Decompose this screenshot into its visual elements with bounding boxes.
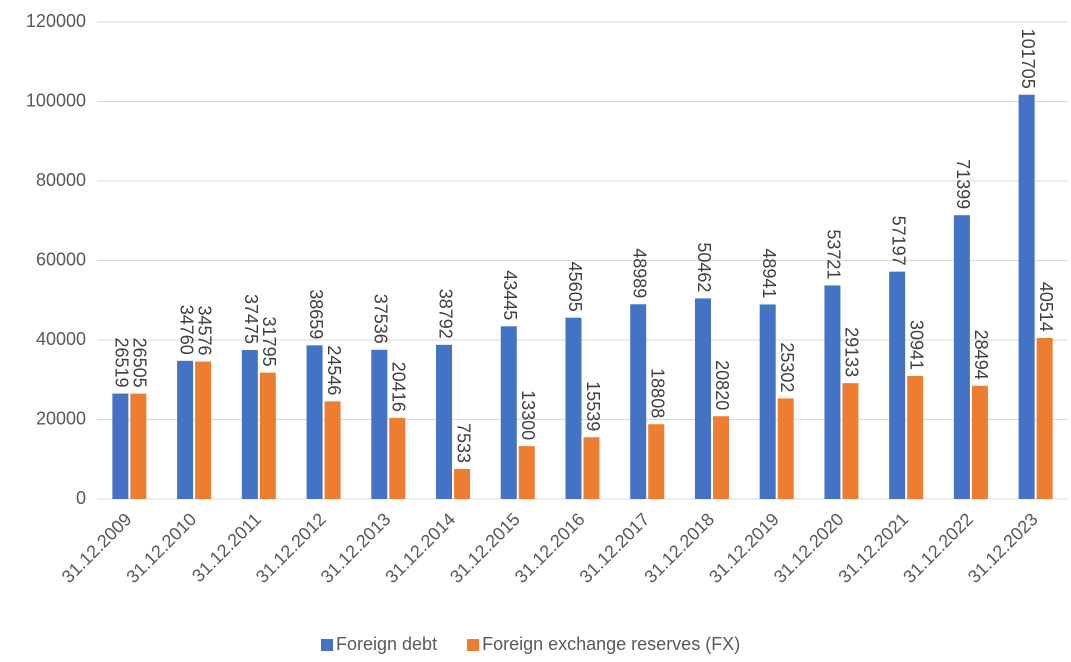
bar [371,349,388,499]
bar [565,317,582,499]
bar [842,383,859,499]
legend-label: Foreign debt [336,634,437,654]
data-label: 40514 [1036,282,1056,332]
data-label: 29133 [842,327,862,377]
bar [759,304,776,499]
legend-label: Foreign exchange reserves (FX) [482,634,740,654]
data-label: 26519 [112,338,132,388]
data-label: 101705 [1018,29,1038,89]
data-label: 37475 [241,294,261,344]
bar [306,345,323,499]
bar [583,437,600,499]
y-tick-label: 0 [76,488,86,508]
data-label: 38659 [306,289,326,339]
data-label: 25302 [777,342,797,392]
bar [1036,337,1053,499]
y-tick-label: 20000 [36,408,86,428]
bar [436,344,453,499]
bar [907,376,924,499]
y-tick-label: 80000 [36,170,86,190]
x-tick-label: 31.12.2010 [122,509,200,587]
data-label: 45605 [565,262,585,312]
data-label: 50462 [694,242,714,292]
y-tick-label: 40000 [36,329,86,349]
data-label: 30941 [906,320,926,370]
data-label: 15539 [583,381,603,431]
data-label: 57197 [888,216,908,266]
data-label: 18808 [647,368,667,418]
data-label: 48989 [629,248,649,298]
data-label: 37536 [371,294,391,344]
bar [889,271,906,499]
data-label: 34760 [176,305,196,355]
data-label: 71399 [953,159,973,209]
y-tick-label: 60000 [36,249,86,269]
bar [130,393,147,499]
data-label: 48941 [759,248,779,298]
bar [953,215,970,500]
bar [241,350,258,499]
data-label: 43445 [500,270,520,320]
y-tick-label: 100000 [26,90,86,110]
data-label: 20416 [389,362,409,412]
data-label: 34576 [194,305,214,355]
data-label: 13300 [518,390,538,440]
bar [518,446,535,499]
bar [195,361,212,499]
data-label: 28494 [971,330,991,380]
data-label: 31795 [259,317,279,367]
data-label: 53721 [824,229,844,279]
bar [694,298,711,499]
data-label: 20820 [712,360,732,410]
bar [824,285,841,499]
x-tick-label: 31.12.2023 [964,509,1042,587]
legend-swatch [467,639,480,651]
bar [324,401,341,499]
bar [259,372,276,499]
data-label: 26505 [130,338,150,388]
bar [500,326,517,499]
bar [177,360,194,499]
data-label: 38792 [435,289,455,339]
bar [454,469,471,499]
bar [1018,94,1035,499]
bar [630,304,647,499]
bar [971,385,988,499]
bar [389,417,406,499]
bar [712,416,729,499]
bar [648,424,665,499]
bar [777,398,794,499]
data-label: 24546 [324,345,344,395]
y-tick-label: 120000 [26,11,86,31]
bar [112,393,129,499]
legend-swatch [321,639,333,651]
data-label: 7533 [453,423,473,463]
